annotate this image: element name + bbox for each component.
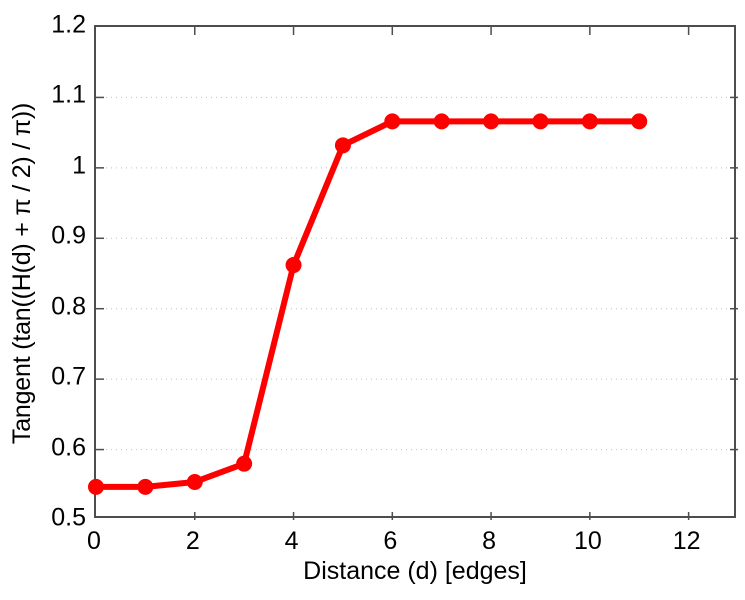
x-axis-title: Distance (d) [edges]: [303, 557, 527, 585]
gridlines: [96, 96, 738, 451]
data-point-marker: [433, 113, 450, 130]
data-point-marker: [88, 478, 104, 495]
data-point-marker: [532, 113, 549, 130]
data-point-marker: [236, 455, 253, 472]
x-axis-tick-labels: 0 2 4 6 8 10 12: [0, 527, 745, 567]
x-tick-label: 10: [573, 527, 602, 555]
data-point-marker: [137, 478, 154, 495]
data-point-marker: [384, 113, 401, 130]
data-point-marker: [334, 137, 351, 154]
x-tick-label: 12: [672, 527, 701, 555]
data-point-marker: [631, 113, 648, 130]
y-tick-label: 1.1: [51, 80, 86, 109]
y-tick-label: 0.8: [51, 292, 86, 321]
data-line-series: [93, 118, 643, 490]
plot-area: [88, 25, 738, 520]
y-tick-label: 0.7: [51, 362, 86, 391]
y-tick-label: 1: [72, 151, 86, 180]
data-point-marker: [581, 113, 598, 130]
data-line: [93, 118, 643, 490]
x-tick-label: 8: [482, 527, 497, 555]
x-tick-label: 4: [284, 527, 299, 555]
x-tick-label: 0: [87, 527, 101, 555]
data-point-markers: [88, 113, 648, 495]
x-tick-label: 2: [185, 527, 200, 555]
y-tick-label: 0.6: [51, 433, 86, 462]
data-point-marker: [483, 113, 500, 130]
plot-svg: [88, 27, 738, 520]
axis-ticks: [96, 27, 738, 520]
data-point-marker: [285, 257, 302, 274]
x-tick-label: 6: [383, 527, 398, 555]
y-tick-label: 0.5: [51, 503, 86, 532]
y-axis-tick-labels: 0.5 0.6 0.7 0.8 0.9 1 1.1 1.2: [22, 0, 86, 600]
y-tick-label: 0.9: [51, 221, 86, 250]
data-point-marker: [186, 473, 203, 490]
y-tick-label: 1.2: [51, 10, 86, 39]
